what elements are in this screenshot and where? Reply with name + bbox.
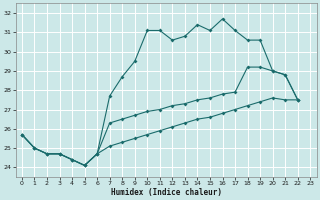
X-axis label: Humidex (Indice chaleur): Humidex (Indice chaleur) — [111, 188, 221, 197]
